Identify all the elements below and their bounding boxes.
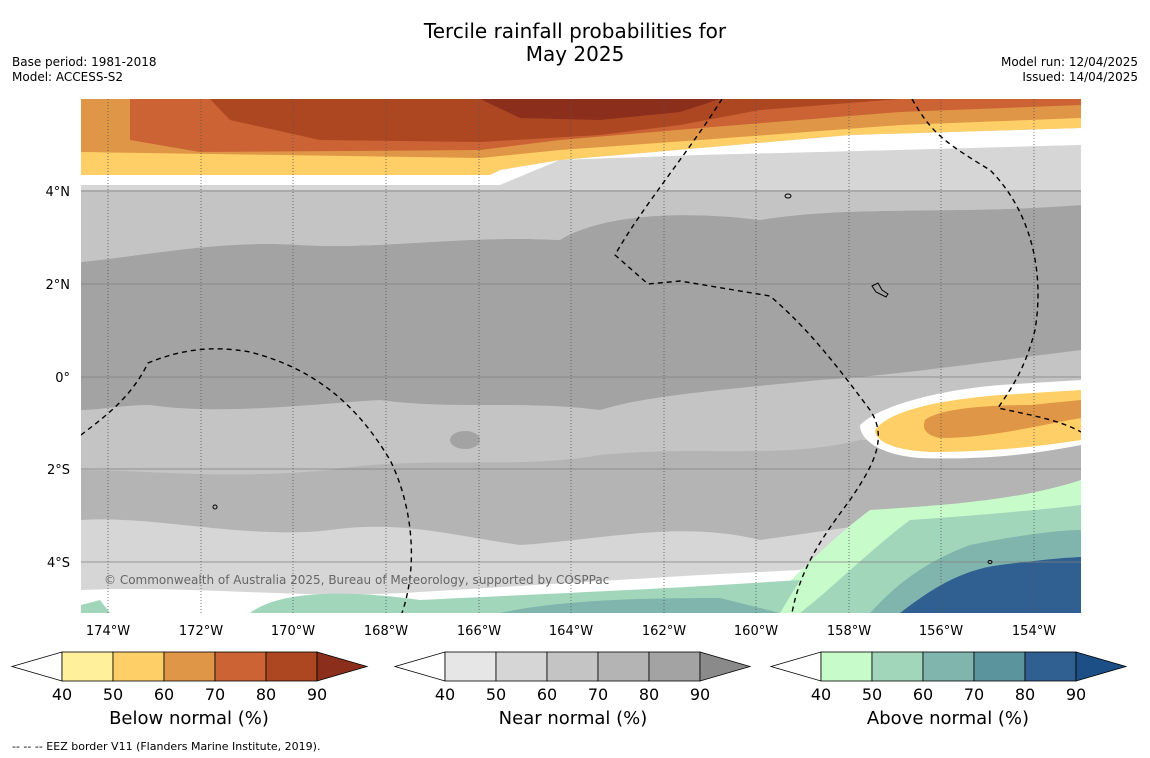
lon-label: 172°W <box>179 624 223 639</box>
colorbar-above-segment <box>1024 651 1077 682</box>
near-normal-70-north <box>81 190 1081 262</box>
colorbar-below-min-extend <box>10 651 63 682</box>
colorbar-label-above: Above normal (%) <box>866 708 1030 729</box>
lat-label: 2°N <box>46 278 71 293</box>
colorbar-above-segment <box>922 651 975 682</box>
colorbar-label-below: Below normal (%) <box>109 708 269 729</box>
model-run-date: Model run: 12/04/2025 <box>1000 55 1138 69</box>
colorbar-below-tick: 70 <box>205 685 225 704</box>
issued-date: Issued: 14/04/2025 <box>1022 70 1138 84</box>
longitude-labels: 174°W 172°W 170°W 168°W 166°W 164°W 162°… <box>86 624 1056 639</box>
colorbar-near-tick: 90 <box>690 685 710 704</box>
colorbar-below-tick: 90 <box>307 685 327 704</box>
colorbar-near-segment <box>546 651 599 682</box>
colorbar-below-tick: 50 <box>103 685 123 704</box>
colorbars: 40 50 60 70 80 90 40 50 60 70 80 90 40 50 60 70 80 90 <box>10 651 1128 704</box>
lon-label: 156°W <box>919 624 963 639</box>
copyright-notice: © Commonwealth of Australia 2025, Bureau… <box>104 573 609 587</box>
colorbar-above-tick: 90 <box>1066 685 1086 704</box>
lat-label: 2°S <box>47 463 70 478</box>
lat-label: 4°N <box>46 185 71 200</box>
lon-label: 162°W <box>642 624 686 639</box>
colorbar-near-min-extend <box>393 651 446 682</box>
colorbar-near-max-extend <box>699 651 752 682</box>
eez-footnote: -- -- -- EEZ border V11 (Flanders Marine… <box>12 740 321 753</box>
above-normal-west-corner <box>81 600 110 613</box>
title-line-2: May 2025 <box>525 42 625 66</box>
colorbar-above-tick: 60 <box>913 685 933 704</box>
below-normal-60-east <box>923 400 1081 438</box>
lon-label: 170°W <box>271 624 315 639</box>
colorbar-below-tick: 40 <box>52 685 72 704</box>
lon-label: 158°W <box>827 624 871 639</box>
eez-border-east <box>911 99 1081 433</box>
below-normal-80-north <box>210 99 900 142</box>
lon-label: 168°W <box>364 624 408 639</box>
eez-border-central <box>614 99 879 613</box>
base-period: Base period: 1981-2018 <box>12 55 157 69</box>
map-fill <box>81 99 1081 613</box>
lon-label: 166°W <box>457 624 501 639</box>
colorbar-above-tick: 40 <box>811 685 831 704</box>
island-outlines <box>212 193 993 564</box>
colorbar-near-tick: 60 <box>537 685 557 704</box>
model-name: Model: ACCESS-S2 <box>12 70 124 84</box>
colorbar-near-tick: 40 <box>435 685 455 704</box>
colorbar-below-segment <box>112 651 165 682</box>
colorbar-below-segment <box>61 651 114 682</box>
colorbar-near-segment <box>648 651 701 682</box>
eez-borders <box>81 99 1081 613</box>
colorbar-near-tick: 50 <box>486 685 506 704</box>
colorbar-above-tick: 70 <box>964 685 984 704</box>
eez-border-west <box>81 348 413 613</box>
colorbar-below-tick: 80 <box>256 685 276 704</box>
colorbar-near-tick: 80 <box>639 685 659 704</box>
colorbar-below-segment <box>265 651 318 682</box>
lon-label: 174°W <box>86 624 130 639</box>
near-normal-80-patch <box>450 431 480 449</box>
colorbar-below-segment <box>163 651 216 682</box>
near-normal-50-north <box>81 145 1081 190</box>
colorbar-near-segment <box>597 651 650 682</box>
colorbar-above-tick: 80 <box>1015 685 1035 704</box>
lon-label: 164°W <box>549 624 593 639</box>
colorbar-above-segment <box>871 651 924 682</box>
colorbar-near-tick: 70 <box>588 685 608 704</box>
colorbar-above-segment <box>973 651 1026 682</box>
below-normal-90-north <box>480 99 720 120</box>
above-normal-60-south-strip <box>500 598 780 613</box>
colorbar-near-segment <box>444 651 497 682</box>
colorbar-above-segment <box>820 651 873 682</box>
colorbar-above-max-extend <box>1075 651 1128 682</box>
lat-label: 0° <box>55 371 70 386</box>
colorbar-above-min-extend <box>769 651 822 682</box>
latitude-labels: 4°N 2°N 0° 2°S 4°S <box>46 185 71 571</box>
colorbar-below-max-extend <box>316 651 369 682</box>
white-gap-north <box>81 128 1081 185</box>
colorbar-label-near: Near normal (%) <box>498 708 648 729</box>
lat-label: 4°S <box>47 556 70 571</box>
colorbar-near-segment <box>495 651 548 682</box>
lon-label: 154°W <box>1012 624 1056 639</box>
colorbar-above-tick: 50 <box>862 685 882 704</box>
colorbar-below-tick: 60 <box>154 685 174 704</box>
title-line-1: Tercile rainfall probabilities for <box>423 19 727 43</box>
lon-label: 160°W <box>734 624 778 639</box>
colorbar-below-segment <box>214 651 267 682</box>
above-normal-80-region <box>900 557 1081 613</box>
latitude-gridlines <box>81 190 1081 563</box>
